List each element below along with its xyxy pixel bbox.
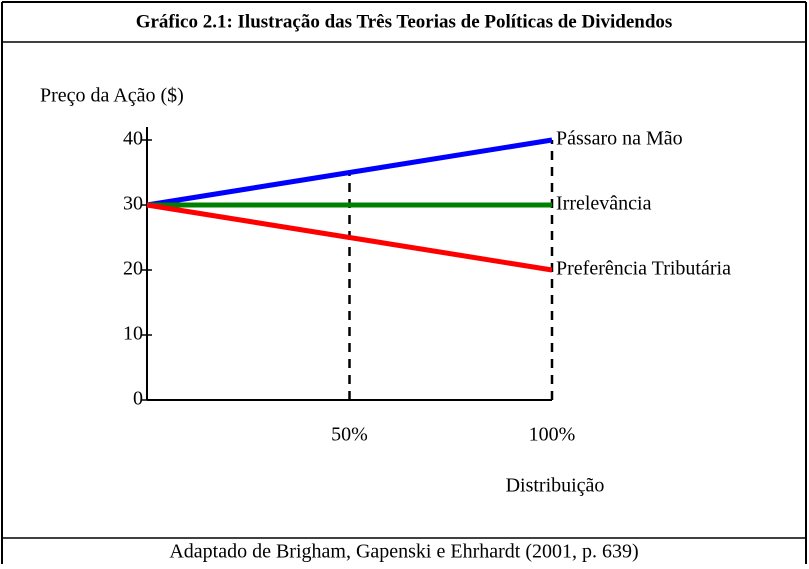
series-label: Irrelevância [556, 193, 652, 215]
y-tick-label: 40 [123, 128, 143, 150]
y-tick-label: 20 [123, 258, 143, 280]
series-line [146, 202, 553, 273]
y-tick-label: 0 [133, 388, 143, 410]
y-tick-label: 10 [123, 323, 143, 345]
series-label: Pássaro na Mão [556, 128, 683, 150]
x-tick-label: 100% [529, 424, 576, 446]
x-axis-label: Distribuição [506, 475, 605, 497]
y-tick-label: 30 [123, 193, 143, 215]
source: Adaptado de Brigham, Gapenski e Ehrhardt… [169, 541, 638, 563]
x-tick-label: 50% [331, 424, 368, 446]
series-label: Preferência Tributária [556, 258, 731, 280]
series-line [146, 137, 553, 208]
chart-title: Gráfico 2.1: Ilustração das Três Teorias… [136, 11, 673, 32]
y-axis-label: Preço da Ação ($) [40, 85, 184, 107]
